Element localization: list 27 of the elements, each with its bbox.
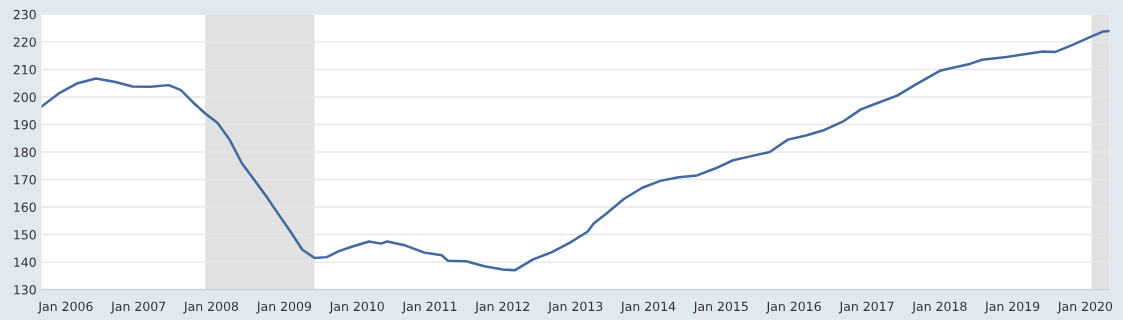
y-tick-label: 210 <box>13 64 36 75</box>
x-tick-label: Jan 2006 <box>37 301 93 314</box>
x-tick-label: Jan 2015 <box>693 301 748 314</box>
x-tick-label: Jan 2010 <box>329 301 384 314</box>
x-tick-label: Jan 2020 <box>1057 301 1113 314</box>
y-tick-label: 200 <box>13 92 36 102</box>
line-series <box>41 29 1110 272</box>
x-tick-label: Jan 2014 <box>620 301 676 314</box>
x-tick-label: Jan 2007 <box>110 301 166 314</box>
y-tick-label: 130 <box>14 285 36 295</box>
y-tick-label: 220 <box>13 37 36 47</box>
y-tick-label: 230 <box>13 9 36 20</box>
x-tick-label: Jan 2013 <box>547 301 603 314</box>
x-tick-label: Jan 2018 <box>911 301 967 314</box>
y-tick-label: 180 <box>14 147 36 157</box>
x-tick-label: Jan 2008 <box>183 301 239 314</box>
x-tick-label: Jan 2019 <box>984 301 1040 314</box>
y-tick-label: 140 <box>14 257 36 268</box>
y-tick-label: 170 <box>14 174 36 185</box>
x-tick-label: Jan 2011 <box>401 301 457 314</box>
x-tick-label: Jan 2009 <box>256 301 312 314</box>
y-tick-label: 160 <box>14 202 36 212</box>
y-tick-label: 190 <box>14 119 36 130</box>
x-tick-label: Jan 2012 <box>474 301 530 314</box>
x-tick-label: Jan 2016 <box>765 301 821 314</box>
y-tick-label: 150 <box>14 230 36 240</box>
x-tick-label: Jan 2017 <box>838 301 894 314</box>
